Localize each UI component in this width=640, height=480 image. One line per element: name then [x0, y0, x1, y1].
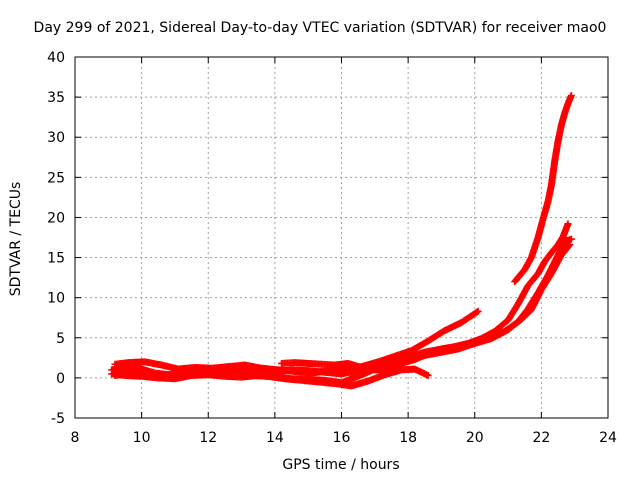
x-tick-label: 16 [333, 430, 351, 446]
y-tick-label: 35 [47, 90, 65, 106]
x-axis-label: GPS time / hours [282, 457, 400, 473]
data-series-track-5 [278, 220, 572, 374]
x-tick-label: 12 [199, 430, 217, 446]
y-tick-label: 30 [47, 130, 65, 146]
data-point [567, 235, 575, 243]
data-point [424, 371, 432, 379]
data-point [473, 308, 481, 316]
y-tick-label: 10 [47, 291, 65, 307]
data-series-track-4 [111, 365, 432, 390]
y-tick-label: 0 [56, 371, 65, 387]
y-tick-label: 20 [47, 210, 65, 226]
x-tick-label: 10 [133, 430, 151, 446]
y-tick-label: 40 [47, 50, 65, 66]
x-tick-label: 22 [532, 430, 550, 446]
y-tick-label: 15 [47, 251, 65, 267]
x-tick-label: 14 [266, 430, 284, 446]
data-point [474, 307, 482, 315]
data-point [567, 92, 575, 100]
x-tick-label: 18 [399, 430, 417, 446]
y-tick-label: -5 [51, 411, 65, 427]
y-tick-label: 25 [47, 170, 65, 186]
data-series-track-3 [111, 307, 482, 377]
x-tick-label: 24 [599, 430, 617, 446]
data-series-track-1 [108, 241, 574, 379]
data-point [564, 220, 572, 228]
data-series-track-6 [511, 92, 575, 286]
x-tick-label: 8 [71, 430, 80, 446]
y-tick-label: 5 [56, 331, 65, 347]
chart-title: Day 299 of 2021, Sidereal Day-to-day VTE… [33, 20, 607, 36]
x-tick-label: 20 [466, 430, 484, 446]
